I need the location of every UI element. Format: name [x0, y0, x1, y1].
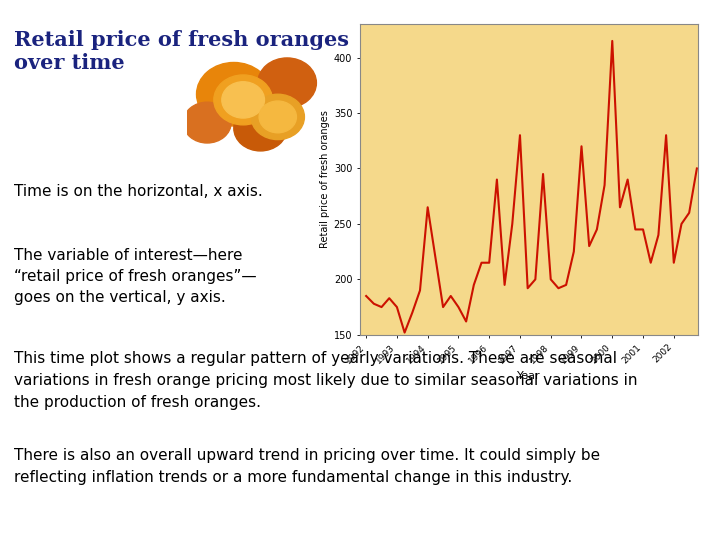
X-axis label: Year: Year — [518, 370, 541, 381]
Circle shape — [258, 58, 316, 108]
Circle shape — [222, 82, 264, 118]
Text: There is also an overall upward trend in pricing over time. It could simply be
r: There is also an overall upward trend in… — [14, 448, 600, 485]
Text: Retail price of fresh oranges
over time: Retail price of fresh oranges over time — [14, 30, 349, 73]
Circle shape — [234, 106, 287, 151]
Y-axis label: Retail price of fresh oranges: Retail price of fresh oranges — [320, 111, 330, 248]
Text: This time plot shows a regular pattern of yearly variations. These are seasonal
: This time plot shows a regular pattern o… — [14, 351, 638, 410]
Circle shape — [183, 102, 231, 143]
Circle shape — [259, 101, 297, 133]
Text: Time is on the horizontal, x axis.: Time is on the horizontal, x axis. — [14, 184, 263, 199]
Circle shape — [251, 94, 305, 140]
Circle shape — [214, 75, 272, 125]
Text: The variable of interest—here
“retail price of fresh oranges”—
goes on the verti: The variable of interest—here “retail pr… — [14, 248, 257, 306]
Circle shape — [197, 63, 271, 126]
